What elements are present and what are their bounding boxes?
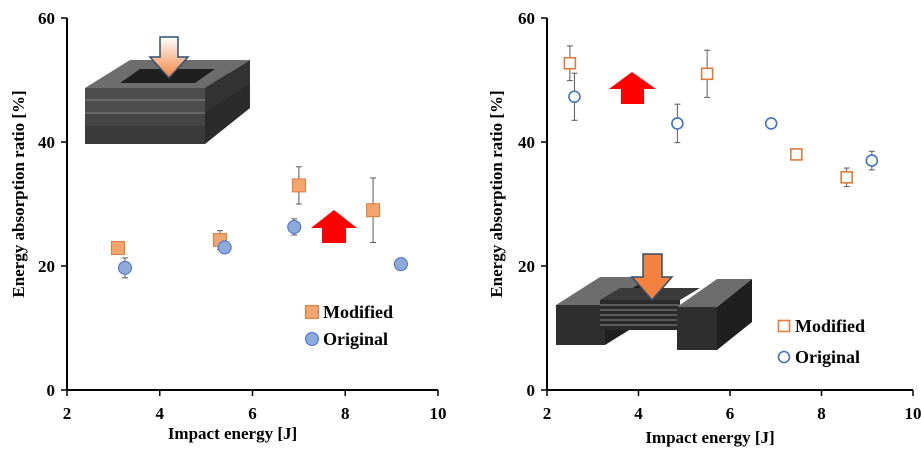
legend-marker-modified: [305, 305, 319, 319]
chart-legend: Modified Original: [777, 316, 865, 367]
legend-label: Modified: [795, 316, 865, 336]
y-tick-label: 0: [47, 381, 56, 400]
chart-axes: 0 20 40 60 2 4 6 8 10 Impact energy [J] Energy abs…: [487, 9, 921, 447]
data-point-modified: [700, 67, 714, 81]
y-tick-label: 0: [527, 381, 536, 400]
x-tick-label: 2: [63, 404, 72, 423]
legend-marker-original: [777, 350, 791, 364]
chart-legend: Modified Original: [305, 302, 393, 349]
data-point-original: [217, 240, 232, 255]
impact-arrow: [148, 36, 190, 80]
data-point-modified: [111, 241, 126, 256]
chart-axes: 0 20 40 60 2 4 6 8 10 Impact energy [J] Energy abs…: [9, 9, 447, 443]
y-tick-label: 60: [38, 9, 55, 28]
chart-series: [563, 45, 879, 188]
data-point-modified: [366, 203, 381, 218]
x-tick-label: 4: [156, 404, 165, 423]
x-tick-label: 6: [726, 404, 735, 423]
increase-arrow: [609, 72, 656, 104]
y-tick-label: 20: [518, 257, 535, 276]
right-chart: 0 20 40 60 2 4 6 8 10 Impact energy [J] Energy abs…: [487, 9, 921, 447]
legend-label: Original: [323, 329, 388, 349]
x-tick-label: 8: [817, 404, 826, 423]
legend-marker-modified: [777, 319, 791, 333]
y-tick-label: 60: [518, 9, 535, 28]
data-point-modified: [790, 148, 803, 161]
data-point-original: [287, 219, 302, 234]
x-axis-label: Impact energy [J]: [645, 428, 774, 447]
data-point-modified: [563, 56, 577, 70]
y-tick-label: 40: [518, 133, 535, 152]
data-point-original: [117, 260, 132, 275]
y-tick-label: 20: [38, 257, 55, 276]
x-tick-label: 2: [543, 404, 552, 423]
chart-illustration: [556, 277, 752, 350]
data-point-modified: [291, 178, 306, 193]
data-point-original: [393, 257, 408, 272]
x-tick-label: 4: [634, 404, 643, 423]
y-axis-label: Energy absorption ratio [%]: [487, 90, 506, 297]
chart-series: [111, 166, 408, 279]
left-chart: 0 20 40 60 2 4 6 8 10 Impact energy [J] Energy abs…: [9, 9, 447, 443]
legend-label: Original: [795, 347, 860, 367]
x-tick-label: 6: [248, 404, 257, 423]
data-point-original: [865, 154, 879, 167]
data-point-original: [671, 117, 684, 130]
y-axis-label: Energy absorption ratio [%]: [9, 90, 28, 297]
y-tick-label: 40: [38, 133, 55, 152]
increase-arrow: [311, 210, 357, 243]
data-point-original: [568, 90, 581, 104]
x-tick-label: 10: [430, 404, 447, 423]
data-point-original: [764, 117, 778, 130]
legend-marker-original: [305, 332, 319, 346]
data-point-modified: [840, 171, 853, 184]
x-axis-label: Impact energy [J]: [168, 424, 297, 443]
legend-label: Modified: [323, 302, 393, 322]
x-tick-label: 8: [341, 404, 350, 423]
impact-arrow: [630, 253, 674, 302]
x-tick-label: 10: [905, 404, 921, 423]
